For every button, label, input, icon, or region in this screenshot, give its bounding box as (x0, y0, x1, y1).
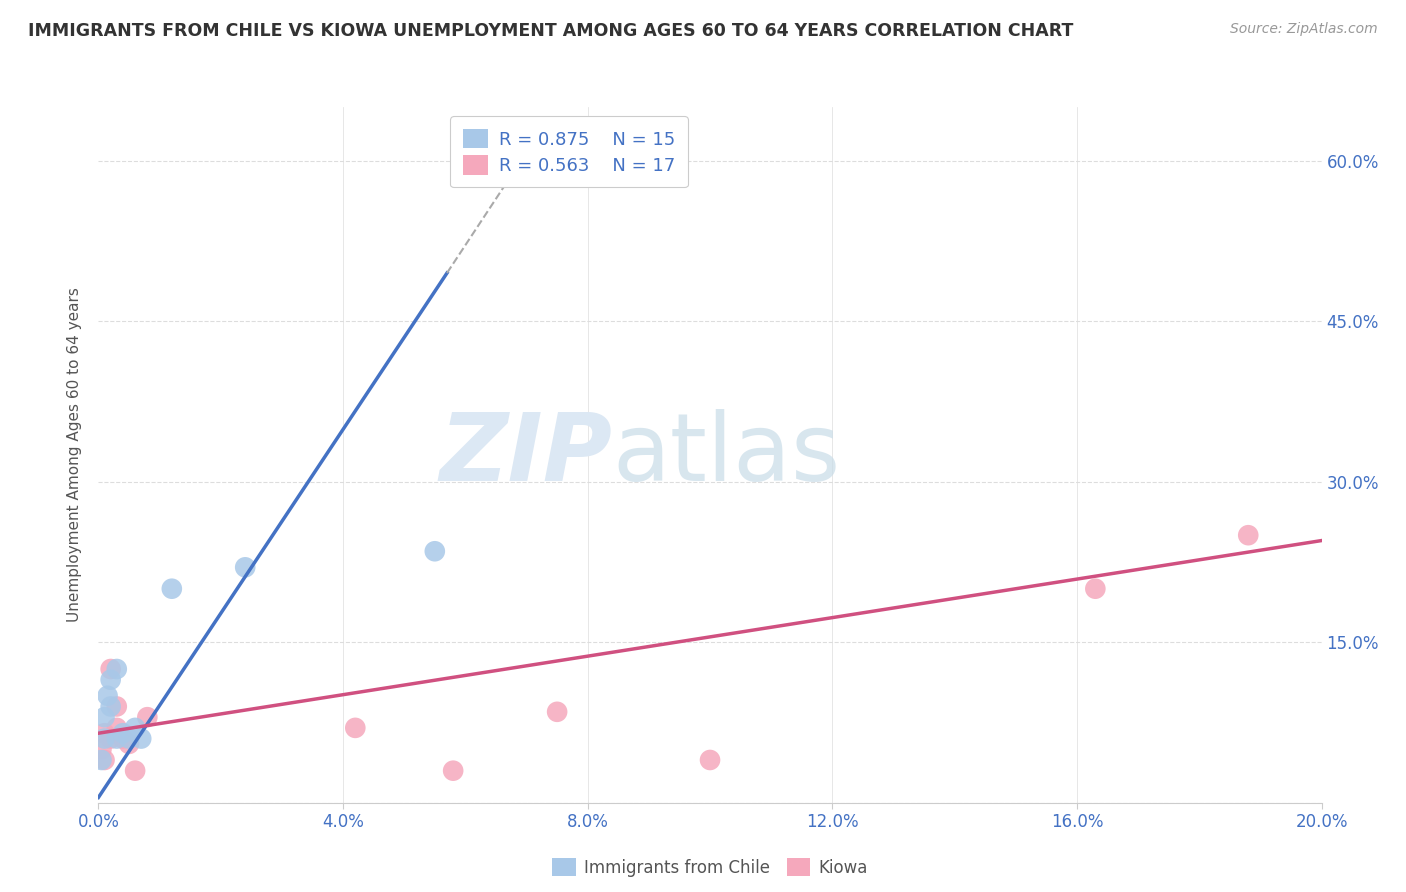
Point (344, 721, 367, 735)
Point (160, 582, 183, 596)
Point (90, 753, 112, 767)
Point (105, 721, 128, 735)
Point (1084, 582, 1107, 596)
Point (699, 753, 721, 767)
Point (105, 731, 128, 746)
Point (93, 731, 115, 746)
Point (100, 662, 122, 676)
Point (124, 721, 146, 735)
Text: IMMIGRANTS FROM CHILE VS KIOWA UNEMPLOYMENT AMONG AGES 60 TO 64 YEARS CORRELATIO: IMMIGRANTS FROM CHILE VS KIOWA UNEMPLOYM… (28, 22, 1074, 40)
Point (129, 731, 152, 746)
Point (111, 726, 134, 740)
Point (100, 673, 122, 687)
Point (1237, 528, 1260, 542)
Point (136, 710, 159, 724)
Point (423, 544, 446, 558)
Point (93, 726, 115, 740)
Y-axis label: Unemployment Among Ages 60 to 64 years: Unemployment Among Ages 60 to 64 years (67, 287, 83, 623)
Point (97, 689, 120, 703)
Point (105, 699, 128, 714)
Point (118, 731, 141, 746)
Point (100, 731, 122, 746)
Point (233, 560, 256, 574)
Text: atlas: atlas (612, 409, 841, 501)
Point (441, 764, 464, 778)
Point (546, 705, 568, 719)
Point (90, 742, 112, 756)
Point (111, 731, 134, 746)
Point (93, 710, 115, 724)
Text: ZIP: ZIP (439, 409, 612, 501)
Point (124, 764, 146, 778)
Text: Source: ZipAtlas.com: Source: ZipAtlas.com (1230, 22, 1378, 37)
Point (105, 662, 128, 676)
Point (118, 737, 141, 751)
Point (93, 753, 115, 767)
Legend: Immigrants from Chile, Kiowa: Immigrants from Chile, Kiowa (544, 849, 876, 885)
Point (100, 699, 122, 714)
